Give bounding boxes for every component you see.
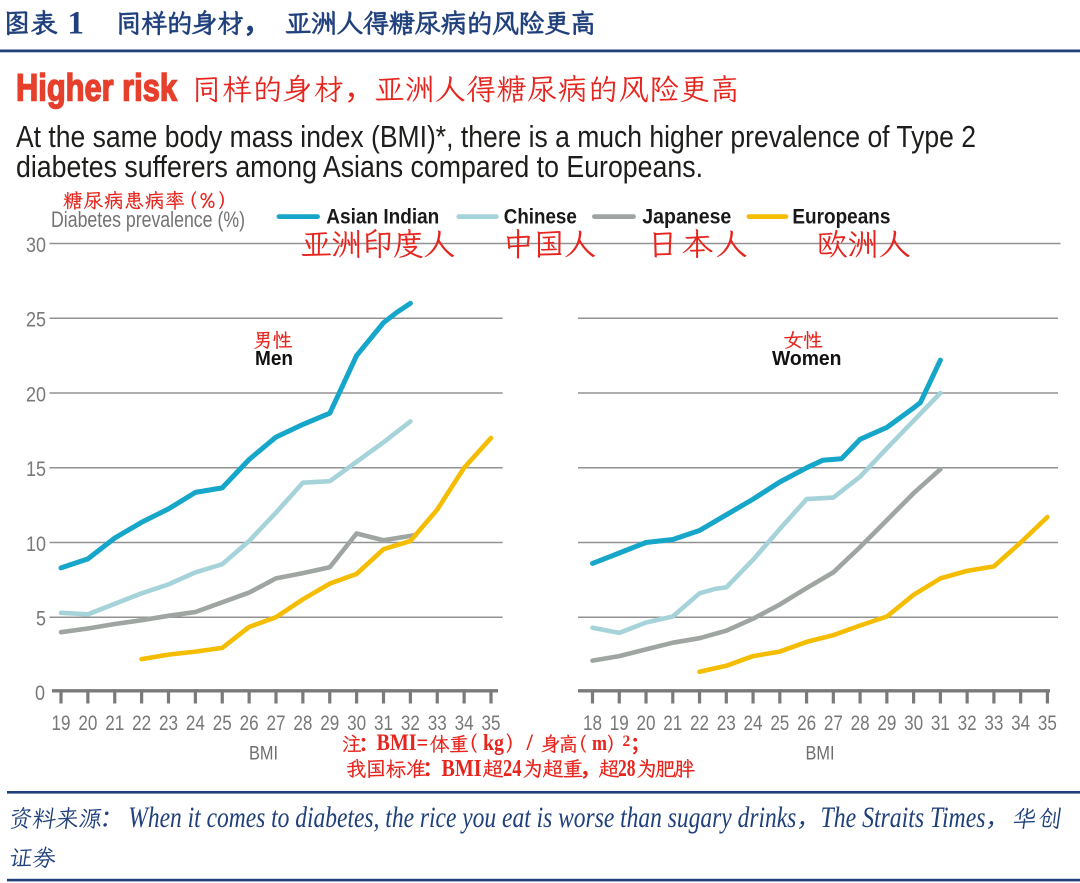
- svg-text:/: /: [526, 730, 534, 755]
- svg-text:24: 24: [186, 711, 205, 735]
- svg-text:BMI: BMI: [806, 744, 835, 765]
- svg-text:15: 15: [26, 457, 46, 481]
- svg-text:22: 22: [132, 711, 151, 735]
- svg-text:5: 5: [36, 607, 46, 631]
- svg-text:19: 19: [610, 711, 629, 735]
- svg-text:26: 26: [240, 711, 259, 735]
- svg-text:29: 29: [877, 711, 896, 735]
- svg-text:20: 20: [78, 711, 97, 735]
- svg-text:Asian Indian: Asian Indian: [326, 206, 439, 229]
- svg-text:10: 10: [26, 532, 46, 556]
- svg-text:30: 30: [904, 711, 923, 735]
- svg-text:35: 35: [482, 711, 501, 735]
- svg-text:35: 35: [1038, 711, 1057, 735]
- svg-text:34: 34: [455, 711, 474, 735]
- svg-text:When it comes to diabetes, the: When it comes to diabetes, the rice you …: [128, 802, 796, 834]
- svg-text:27: 27: [824, 711, 843, 735]
- svg-text:2: 2: [623, 733, 631, 750]
- svg-text:Higher risk: Higher risk: [16, 67, 178, 109]
- svg-text:kg: kg: [483, 730, 504, 755]
- svg-text:28: 28: [293, 711, 312, 735]
- svg-text:Europeans: Europeans: [792, 206, 890, 229]
- svg-text:BMI: BMI: [249, 744, 278, 765]
- svg-text:34: 34: [1011, 711, 1030, 735]
- svg-text:23: 23: [159, 711, 178, 735]
- svg-text:20: 20: [26, 382, 46, 406]
- svg-text:31: 31: [931, 711, 950, 735]
- svg-text:32: 32: [401, 711, 420, 735]
- svg-text:26: 26: [797, 711, 816, 735]
- svg-text:31: 31: [374, 711, 393, 735]
- svg-text:diabetes sufferers among Asian: diabetes sufferers among Asians compared…: [16, 149, 703, 184]
- svg-text:18: 18: [583, 711, 602, 735]
- svg-text:30: 30: [347, 711, 366, 735]
- svg-text:At the same body mass index (B: At the same body mass index (BMI)*, ther…: [16, 119, 976, 154]
- svg-text:24: 24: [744, 711, 763, 735]
- svg-text:25: 25: [213, 711, 232, 735]
- svg-text:27: 27: [267, 711, 286, 735]
- svg-text:30: 30: [26, 233, 46, 257]
- svg-text:0: 0: [35, 681, 45, 705]
- svg-text:33: 33: [984, 711, 1003, 735]
- svg-text:21: 21: [663, 711, 682, 735]
- svg-text:21: 21: [105, 711, 124, 735]
- svg-text:28: 28: [851, 711, 870, 735]
- svg-text:BMI=: BMI=: [377, 730, 429, 755]
- svg-text:28: 28: [618, 756, 636, 782]
- svg-text:19: 19: [52, 711, 71, 735]
- svg-text:22: 22: [690, 711, 709, 735]
- svg-text:m: m: [592, 730, 607, 755]
- svg-text:1: 1: [68, 6, 85, 42]
- svg-text:33: 33: [428, 711, 447, 735]
- svg-text:29: 29: [320, 711, 339, 735]
- svg-text:The Straits Times: The Straits Times: [821, 802, 986, 834]
- svg-text:BMI: BMI: [442, 756, 482, 782]
- svg-text:Chinese: Chinese: [504, 206, 577, 229]
- svg-text:25: 25: [26, 308, 46, 332]
- svg-text:25: 25: [770, 711, 789, 735]
- svg-text:20: 20: [637, 711, 656, 735]
- svg-text:23: 23: [717, 711, 736, 735]
- svg-text:24: 24: [503, 756, 522, 782]
- svg-text:Men: Men: [255, 347, 293, 370]
- svg-text:32: 32: [958, 711, 977, 735]
- svg-text:Japanese: Japanese: [642, 206, 731, 229]
- svg-text:Women: Women: [772, 347, 842, 370]
- svg-text:Diabetes prevalence (%): Diabetes prevalence (%): [51, 207, 245, 232]
